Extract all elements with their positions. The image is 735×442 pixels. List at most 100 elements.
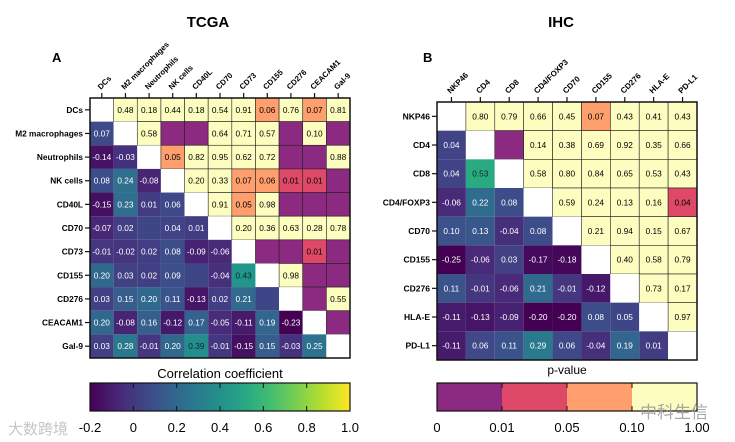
heatmap-cell (208, 216, 232, 240)
cell-value-label: 0.58 (530, 169, 547, 179)
cell-value-label: 0.95 (212, 152, 229, 162)
cell-value-label: 0.15 (646, 226, 663, 236)
cell-value-label: 0.91 (236, 105, 253, 115)
heatmap-cell (465, 188, 495, 217)
cell-value-label: 0.07 (236, 176, 253, 186)
cell-value-label: -0.06 (500, 283, 519, 293)
heatmap-cell (137, 310, 161, 335)
heatmap-cell (610, 302, 640, 332)
row-label: PD-L1 (405, 341, 430, 351)
heatmap-cell (208, 334, 232, 358)
cell-value-label: 0.80 (559, 169, 576, 179)
cell-value-label: 0.79 (674, 255, 691, 265)
heatmap-cell (494, 188, 524, 217)
cell-value-label: 0.36 (259, 223, 276, 233)
heatmap-cell (581, 159, 611, 189)
cell-value-label: 0.17 (674, 283, 691, 293)
heatmap-cell (113, 216, 138, 240)
cell-value-label: -0.04 (586, 341, 605, 351)
cell-value-label: 0.66 (674, 140, 691, 150)
colorbar-tick-label: 0.01 (489, 420, 514, 435)
heatmap-cell (278, 239, 304, 264)
cell-value-label: 0.08 (588, 312, 605, 322)
heatmap-cell (160, 216, 185, 240)
cell-value-label: 0.43 (617, 111, 634, 121)
cell-value-label: 0.04 (674, 197, 691, 207)
cell-value-label: 0.22 (472, 197, 489, 207)
cell-value-label: 0.73 (646, 283, 663, 293)
cell-value-label: 0.78 (330, 223, 347, 233)
heatmap-cell (90, 287, 114, 311)
heatmap-cell (113, 121, 138, 146)
cell-value-label: 0.11 (444, 283, 460, 293)
cell-value-label: -0.01 (211, 341, 230, 351)
cell-value-label: 0.39 (188, 341, 205, 351)
cell-value-label: -0.14 (92, 152, 111, 162)
cell-value-label: 0.91 (212, 199, 229, 209)
cell-value-label: 0.41 (646, 111, 663, 121)
heatmap-cell (137, 168, 161, 193)
heatmap-cell (437, 102, 466, 131)
heatmap-cell (610, 187, 640, 217)
heatmap-cell (255, 310, 280, 335)
heatmap-cell (610, 245, 640, 275)
cell-value-label: -0.13 (187, 294, 206, 304)
cell-value-label: 0.01 (306, 247, 323, 257)
cell-value-label: 0.03 (117, 270, 134, 280)
heatmap-cell (581, 245, 611, 274)
cell-value-label: -0.23 (281, 318, 300, 328)
heatmap-cell (113, 192, 138, 217)
cell-value-label: 0.98 (283, 270, 300, 280)
colorbar-tick-label: 0.10 (619, 420, 644, 435)
heatmap-cell (326, 263, 351, 288)
cell-value-label: 0.38 (559, 140, 576, 150)
cell-value-label: 0.09 (165, 270, 182, 280)
heatmap-cell (437, 188, 466, 217)
cell-value-label: 0.19 (259, 318, 276, 328)
heatmap-cell (326, 239, 351, 264)
heatmap-cell (437, 274, 466, 303)
cell-value-label: 0.04 (443, 140, 460, 150)
heatmap-cell (160, 168, 185, 193)
cell-value-label: 0.13 (617, 197, 634, 207)
cell-value-label: 0.08 (94, 176, 111, 186)
heatmap-cell (160, 310, 185, 335)
heatmap-cell (278, 144, 304, 170)
cell-value-label: 0.18 (188, 105, 205, 115)
panel-letter: A (52, 50, 62, 65)
cell-value-label: 0.88 (330, 152, 347, 162)
cell-value-label: 0.19 (617, 341, 634, 351)
cell-value-label: 0.59 (559, 197, 576, 207)
heatmap-cell (581, 216, 611, 246)
heatmap-cell (465, 101, 496, 131)
heatmap-cell (494, 159, 524, 188)
cell-value-label: 0.84 (588, 169, 605, 179)
cell-value-label: 0.58 (141, 128, 158, 138)
column-label: NKP46 (445, 70, 470, 95)
cell-value-label: 0.02 (117, 223, 134, 233)
colorbar-tick-label: 0.8 (298, 420, 316, 435)
cell-value-label: -0.01 (471, 283, 490, 293)
heatmap-cell (326, 310, 351, 335)
heatmap-cell (255, 263, 280, 288)
cell-value-label: 0.62 (236, 152, 253, 162)
heatmap-cell (494, 274, 524, 303)
cell-value-label: 0.07 (588, 111, 605, 121)
heatmap-cell (160, 192, 185, 217)
heatmap-cell (113, 287, 138, 311)
watermark-left: 大数跨境 (8, 420, 69, 438)
cell-value-label: -0.08 (140, 176, 159, 186)
heatmap-cell (184, 192, 209, 217)
cell-value-label: 0.01 (188, 223, 205, 233)
cell-value-label: 0.98 (259, 199, 276, 209)
cell-value-label: -0.13 (471, 312, 490, 322)
cell-value-label: 0.53 (472, 169, 489, 179)
heatmap-cell (113, 263, 138, 288)
row-label: CD70 (62, 223, 84, 233)
heatmap-cell (581, 331, 611, 360)
heatmap-cell (523, 331, 553, 360)
cell-value-label: -0.18 (558, 255, 577, 265)
cell-value-label: 0.13 (472, 226, 489, 236)
heatmap-cell (523, 274, 553, 303)
heatmap-cell (610, 331, 640, 360)
